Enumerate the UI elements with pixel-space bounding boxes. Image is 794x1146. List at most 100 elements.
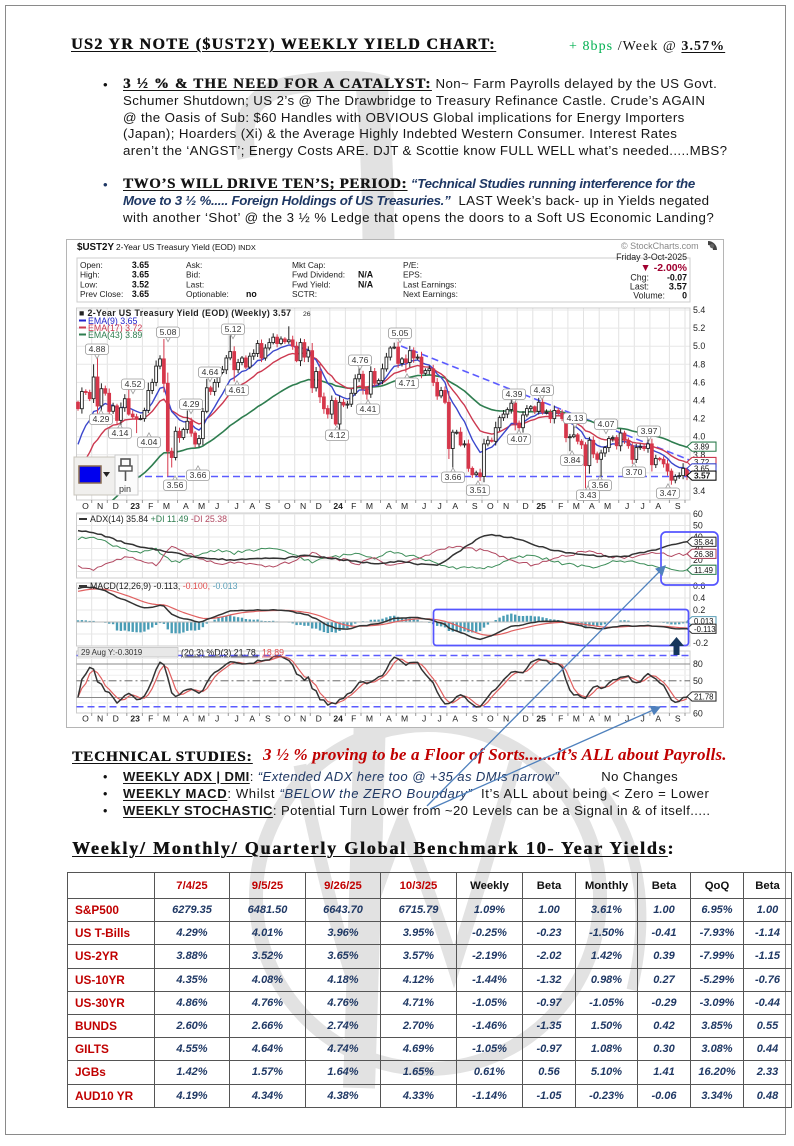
svg-text:5.08: 5.08 bbox=[160, 327, 177, 337]
svg-text:3.8: 3.8 bbox=[693, 450, 705, 460]
svg-text:J: J bbox=[215, 501, 219, 511]
svg-text:3.51: 3.51 bbox=[470, 485, 487, 495]
svg-text:J: J bbox=[438, 714, 442, 724]
svg-text:21.78: 21.78 bbox=[694, 693, 714, 702]
svg-text:A: A bbox=[249, 501, 255, 511]
svg-text:A: A bbox=[452, 501, 458, 511]
svg-text:© StockCharts.com: © StockCharts.com bbox=[621, 241, 699, 251]
svg-text:Ask:: Ask: bbox=[186, 260, 202, 270]
svg-text:0.4: 0.4 bbox=[693, 593, 705, 603]
svg-text:5.12: 5.12 bbox=[225, 324, 242, 334]
svg-text:5.4: 5.4 bbox=[693, 305, 705, 315]
svg-text:M: M bbox=[198, 714, 205, 724]
svg-text:5.05: 5.05 bbox=[392, 328, 409, 338]
svg-text:D: D bbox=[522, 501, 528, 511]
svg-text:M: M bbox=[604, 501, 611, 511]
svg-text:4.13: 4.13 bbox=[567, 413, 584, 423]
svg-text:3.65: 3.65 bbox=[132, 260, 149, 270]
svg-text:4.0: 4.0 bbox=[693, 432, 705, 442]
svg-text:4.43: 4.43 bbox=[534, 385, 551, 395]
svg-text:Prev Close:: Prev Close: bbox=[80, 289, 123, 299]
svg-text:4.07: 4.07 bbox=[598, 419, 615, 429]
svg-text:J: J bbox=[235, 501, 239, 511]
svg-text:M: M bbox=[198, 501, 205, 511]
svg-text:J: J bbox=[422, 501, 426, 511]
svg-text:Chg:: Chg: bbox=[630, 273, 649, 283]
svg-text:A: A bbox=[183, 501, 189, 511]
svg-text:A: A bbox=[589, 501, 595, 511]
svg-text:4.61: 4.61 bbox=[229, 385, 246, 395]
svg-text:High:: High: bbox=[80, 270, 100, 280]
svg-text:35.84: 35.84 bbox=[694, 538, 714, 547]
svg-text:Bid:: Bid: bbox=[186, 270, 200, 280]
svg-text:M: M bbox=[163, 714, 170, 724]
svg-text:O: O bbox=[487, 714, 494, 724]
svg-text:A: A bbox=[386, 714, 392, 724]
svg-text:J: J bbox=[235, 714, 239, 724]
svg-text:Volume:: Volume: bbox=[633, 291, 665, 301]
svg-text:(20,3) %D(3) 21.78,: (20,3) %D(3) 21.78, bbox=[181, 648, 258, 658]
svg-text:M: M bbox=[604, 714, 611, 724]
svg-text:N: N bbox=[503, 714, 509, 724]
svg-text:J: J bbox=[438, 501, 442, 511]
svg-text:N/A: N/A bbox=[358, 279, 374, 289]
svg-text:Fwd Dividend:: Fwd Dividend: bbox=[292, 270, 345, 280]
svg-text:O: O bbox=[284, 501, 291, 511]
svg-text:$UST2Y: $UST2Y bbox=[77, 242, 114, 253]
svg-text:-0.2: -0.2 bbox=[693, 638, 708, 648]
svg-text:no: no bbox=[246, 289, 257, 299]
svg-text:M: M bbox=[401, 714, 408, 724]
svg-text:F: F bbox=[148, 714, 153, 724]
svg-text:4.39: 4.39 bbox=[506, 389, 523, 399]
svg-text:23: 23 bbox=[130, 501, 140, 511]
svg-text:4.2: 4.2 bbox=[693, 414, 705, 424]
svg-text:3.65: 3.65 bbox=[132, 270, 149, 280]
svg-text:Next Earnings:: Next Earnings: bbox=[403, 289, 458, 299]
svg-text:N/A: N/A bbox=[358, 270, 374, 280]
svg-text:5.0: 5.0 bbox=[693, 341, 705, 351]
svg-text:Optionable:: Optionable: bbox=[186, 289, 229, 299]
svg-text:50: 50 bbox=[693, 676, 703, 686]
svg-text:60: 60 bbox=[693, 709, 703, 719]
svg-text:24: 24 bbox=[333, 714, 343, 724]
svg-text:4.76: 4.76 bbox=[352, 355, 369, 365]
svg-text:Open:: Open: bbox=[80, 260, 103, 270]
svg-text:M: M bbox=[573, 714, 580, 724]
svg-text:3.43: 3.43 bbox=[580, 490, 597, 500]
svg-text:0.6: 0.6 bbox=[693, 581, 705, 591]
svg-text:A: A bbox=[183, 714, 189, 724]
svg-text:0.013: 0.013 bbox=[694, 617, 714, 626]
svg-text:D: D bbox=[316, 501, 322, 511]
svg-text:EMA(43) 3.89: EMA(43) 3.89 bbox=[88, 330, 142, 340]
svg-text:A: A bbox=[249, 714, 255, 724]
svg-text:A: A bbox=[589, 714, 595, 724]
svg-text:3.56: 3.56 bbox=[592, 480, 609, 490]
svg-text:3.72: 3.72 bbox=[694, 458, 709, 467]
svg-text:▼ -2.00%: ▼ -2.00% bbox=[640, 262, 687, 274]
svg-text:29 Aug Y:-0.3019: 29 Aug Y:-0.3019 bbox=[81, 648, 143, 657]
svg-text:A: A bbox=[452, 714, 458, 724]
svg-text:3.65: 3.65 bbox=[132, 289, 149, 299]
svg-text:50: 50 bbox=[693, 521, 703, 531]
svg-text:24: 24 bbox=[333, 501, 343, 511]
svg-text:3.57: 3.57 bbox=[694, 471, 711, 481]
svg-text:3.47: 3.47 bbox=[660, 488, 677, 498]
svg-text:O: O bbox=[82, 714, 89, 724]
svg-text:3.56: 3.56 bbox=[167, 480, 184, 490]
svg-text:F: F bbox=[558, 714, 563, 724]
svg-text:3.97: 3.97 bbox=[641, 426, 658, 436]
svg-text:4.29: 4.29 bbox=[93, 414, 110, 424]
svg-text:EPS:: EPS: bbox=[403, 270, 422, 280]
svg-text:N: N bbox=[300, 501, 306, 511]
svg-text:J: J bbox=[625, 714, 629, 724]
svg-text:4.52: 4.52 bbox=[125, 379, 142, 389]
svg-text:S: S bbox=[265, 501, 271, 511]
svg-text:30: 30 bbox=[693, 544, 703, 554]
svg-text:J: J bbox=[422, 714, 426, 724]
svg-text:3.70: 3.70 bbox=[626, 467, 643, 477]
svg-text:O: O bbox=[82, 501, 89, 511]
svg-text:4.64: 4.64 bbox=[202, 367, 219, 377]
svg-text:3.84: 3.84 bbox=[564, 455, 581, 465]
svg-text:25: 25 bbox=[536, 501, 546, 511]
svg-text:SCTR:: SCTR: bbox=[292, 289, 317, 299]
